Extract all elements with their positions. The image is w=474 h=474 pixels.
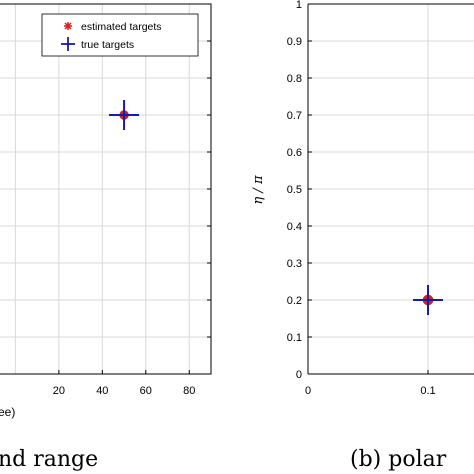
panel-b-y-tick-label: 0.8 (287, 73, 302, 85)
panel-a-x-tick-label: 80 (183, 385, 195, 397)
legend: estimated targets true targets (41, 13, 199, 57)
panel-b-y-tick-label: 0.6 (287, 147, 302, 159)
panel-b-y-tick-label: 1 (296, 0, 302, 11)
panel-b-y-tick-label: 0.3 (287, 258, 302, 270)
legend-estimated-marker (64, 22, 72, 30)
panel-b-y-tick-label: 0.4 (287, 221, 302, 233)
panel-b-y-label: η / π (251, 175, 266, 204)
panel-a-true-target-marker (109, 100, 140, 130)
legend-label-estimated: estimated targets (81, 21, 162, 33)
panel-b-true-target-marker (413, 285, 443, 315)
panel-b-caption-fragment: (b) polar (350, 447, 447, 472)
panel-b-y-tick-label: 0.7 (287, 110, 302, 122)
panel-b-x-ticks: 0 0.1 (305, 370, 436, 397)
panel-b-x-tick-label: 0 (305, 385, 311, 397)
panel-b-y-ticks: 0 0.1 0.2 0.3 0.4 0.5 0.6 0.7 0.8 0.9 1 (287, 0, 312, 381)
legend-true-marker (61, 37, 75, 51)
panel-b-y-tick-label: 0.5 (287, 184, 302, 196)
panel-b-y-tick-label: 0 (296, 369, 302, 381)
panel-b-marks (413, 285, 443, 315)
panel-a-x-tick-label: 60 (140, 385, 152, 397)
panel-b-grid (308, 4, 474, 374)
panel-a-grid (0, 4, 211, 374)
panel-b: 00.10.20.30.40.50.60.70.80.91 0 0.1 η / π… (251, 0, 474, 472)
panel-b-y-tick-label: 0.2 (287, 295, 302, 307)
panel-b-y-tick-label: 0.9 (287, 36, 302, 48)
panel-a-x-ticks: 20 40 60 80 (53, 370, 195, 397)
panel-a: 20 40 60 80 estimated targets true targets … (0, 3, 212, 472)
panel-b-x-tick-label: 0.1 (420, 385, 435, 397)
panel-a-axes-box (0, 3, 212, 375)
panel-a-x-tick-label: 20 (53, 385, 65, 397)
legend-label-true: true targets (81, 39, 134, 51)
panel-b-y-tick-label: 0.1 (287, 332, 302, 344)
panel-a-x-tick-label: 40 (96, 385, 108, 397)
panel-a-x-label-fragment: ee) (0, 405, 15, 419)
panel-a-marks (109, 100, 140, 130)
panel-a-caption-fragment: nd range (0, 447, 98, 472)
